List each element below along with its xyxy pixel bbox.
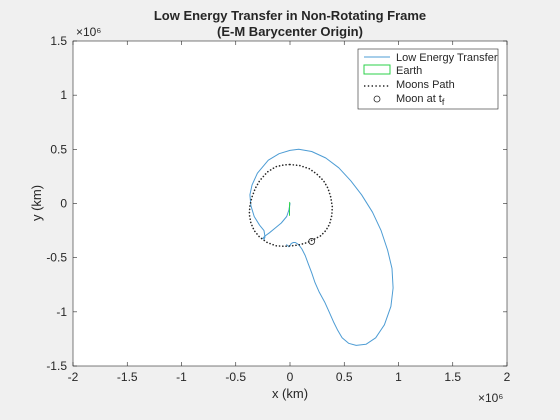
chart-subtitle: (E-M Barycenter Origin) — [217, 24, 363, 39]
y-tick-label: -0.5 — [46, 251, 67, 265]
series-line-low-energy-transfer — [249, 148, 394, 346]
y-axis-label: y (km) — [29, 185, 44, 221]
y-exponent-label: ×10⁶ — [76, 25, 101, 39]
y-tick-label: 0 — [60, 197, 67, 211]
y-tick-label: 1.5 — [50, 34, 67, 48]
legend-label-earth: Earth — [396, 65, 422, 77]
legend-label-low-energy-transfer: Low Energy Transfer — [396, 52, 498, 64]
plot-border — [72, 40, 508, 367]
x-tick-label: -0.5 — [225, 370, 246, 384]
legend-label-moon-at-tf-main: Moon at t — [396, 93, 442, 105]
y-tick-label: 0.5 — [50, 142, 67, 156]
x-tick-label: -1 — [176, 370, 187, 384]
x-tick-label: 0.5 — [336, 370, 353, 384]
x-tick-label: -1.5 — [117, 370, 138, 384]
legend-label-moons-path: Moons Path — [396, 79, 455, 91]
x-exponent-label: ×10⁶ — [478, 391, 503, 405]
series-layer — [248, 148, 394, 346]
y-tick-label: 1 — [60, 88, 67, 102]
x-tick-label: -2 — [68, 370, 79, 384]
legend-label-moon-at-tf: Moon at tf — [396, 93, 445, 107]
axes: -2 -1.5 -1 -0.5 0 0.5 1 1.5 2-1.5-1-0.500.511.5 — [46, 34, 510, 384]
series-line-moons-path — [248, 163, 334, 248]
moon-final-position-marker — [308, 238, 316, 245]
chart-title: Low Energy Transfer in Non-Rotating Fram… — [154, 8, 426, 23]
legend: Low Energy Transfer Earth Moons Path Moo… — [357, 48, 499, 110]
legend-label-moon-at-tf-subscript: f — [442, 97, 445, 107]
x-tick-label: 2 — [504, 370, 511, 384]
legend-swatch-earth — [363, 64, 391, 75]
y-tick-label: -1.5 — [46, 359, 67, 373]
legend-box — [357, 48, 499, 110]
x-tick-label: 1.5 — [444, 370, 461, 384]
x-tick-label: 1 — [395, 370, 402, 384]
x-axis-label: x (km) — [272, 386, 308, 401]
legend-swatch-moon-marker — [373, 95, 381, 103]
y-tick-label: -1 — [56, 305, 67, 319]
x-tick-label: 0 — [287, 370, 294, 384]
